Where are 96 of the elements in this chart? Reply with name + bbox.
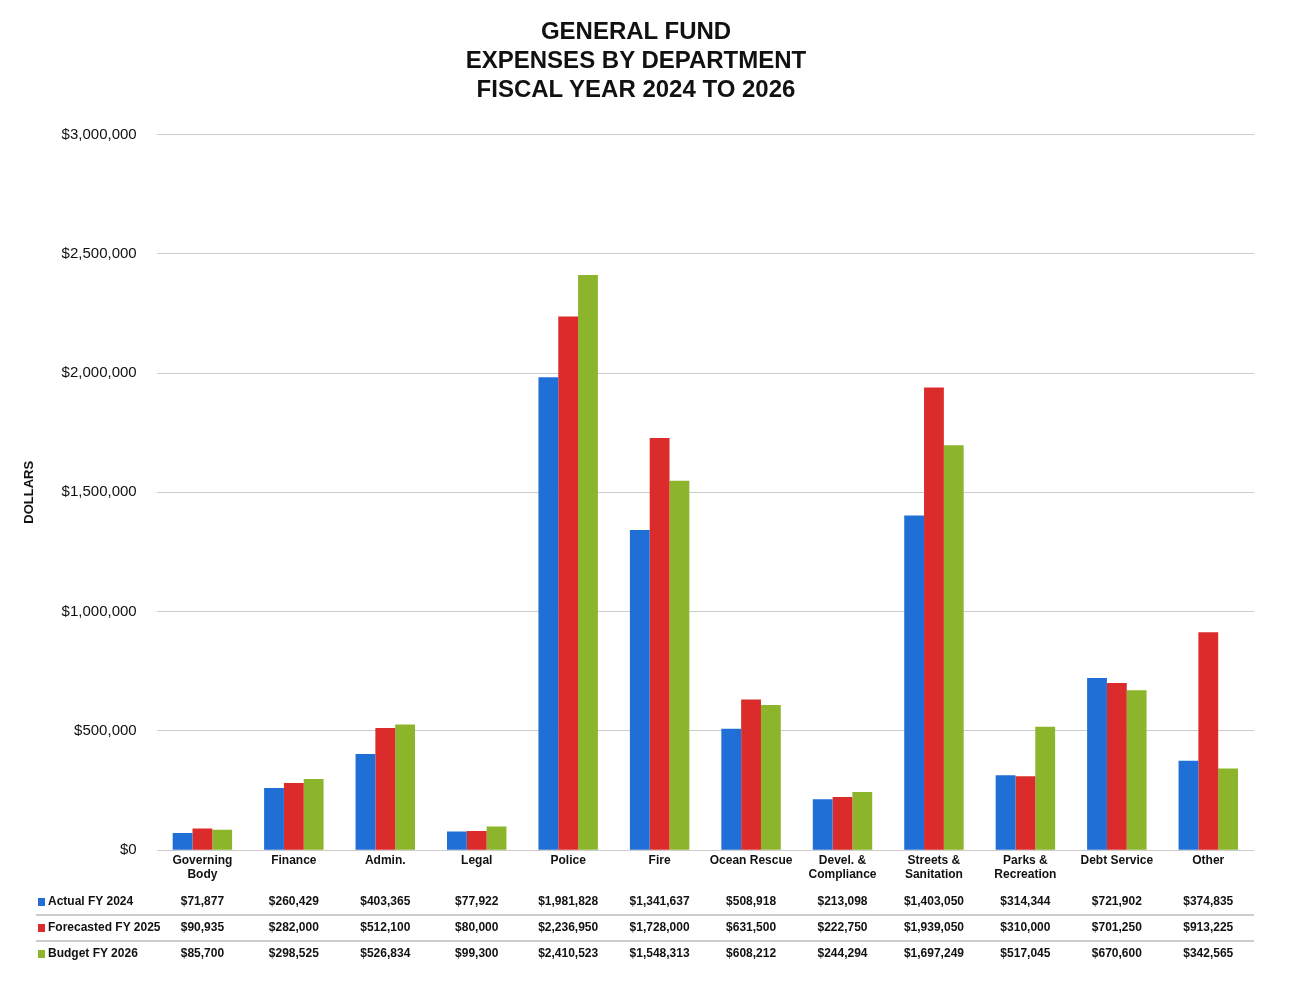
bar [447,831,467,850]
data-label: $282,000 [268,920,320,935]
y-tick-label: $0 [119,840,137,858]
y-tick-label: $2,000,000 [61,363,137,381]
data-label: $526,834 [360,946,411,961]
bar [832,797,853,850]
x-tick-label: Finance [271,852,317,867]
bar [669,480,690,850]
data-label: $298,525 [268,946,320,961]
bar [741,699,761,850]
bar [486,826,507,850]
bar [1178,760,1199,850]
bar [1015,776,1036,850]
bar [283,782,304,850]
bar [943,445,964,850]
bar [1087,677,1107,850]
data-label: $608,212 [726,946,777,961]
chart-title: GENERAL FUND EXPENSES BY DEPARTMENT FISCAL YEAR 2024 TO 2026 [465,17,807,102]
data-label: $1,728,000 [629,920,690,935]
data-label: $80,000 [455,920,499,935]
x-tick-label: Admin. [364,852,406,867]
bar [924,387,944,850]
x-tick-label: Legal [461,852,493,867]
data-label: $517,045 [1000,946,1051,961]
x-tick-label: Debt Service [1080,852,1154,867]
y-axis-title: DOLLARS [21,460,37,524]
x-tick-label: Ocean Rescue [709,852,793,867]
data-label: $701,250 [1091,920,1143,935]
bar [375,728,396,850]
bar [1126,690,1147,850]
data-label: $1,939,050 [903,920,965,935]
data-label: $631,500 [726,920,777,935]
data-label: $85,700 [180,946,225,961]
x-tick-label: Other [1192,852,1225,867]
data-label: $99,300 [455,946,499,961]
data-label: $1,341,637 [629,894,690,909]
data-label: $2,236,950 [538,920,599,935]
x-tick-label: Police [550,852,587,867]
bar [303,778,324,850]
bar [812,799,833,850]
data-label: $213,098 [817,894,868,909]
data-label: $314,344 [1000,894,1051,909]
bar [395,724,415,850]
bar [1198,632,1219,850]
bar [578,275,598,850]
bar [649,437,670,850]
data-label: $403,365 [360,894,411,909]
y-tick-label: $500,000 [74,721,137,739]
bar [558,316,579,850]
y-tick-label: $1,500,000 [61,482,137,500]
data-label: $1,403,050 [903,894,965,909]
bar [1106,682,1127,850]
x-tick-label: Streets & Sanitation [904,852,963,882]
data-label: $508,918 [726,894,777,909]
data-label: $2,410,523 [538,946,599,961]
x-tick-label: Parks & Recreation [994,852,1057,882]
bar [721,728,742,850]
y-tick-label: $1,000,000 [61,601,137,619]
data-label: $374,835 [1183,894,1234,909]
x-tick-label: Fire [648,852,671,867]
data-label: $71,877 [180,894,225,909]
data-label: $1,548,313 [629,946,690,961]
bar [904,515,925,850]
data-label: $913,225 [1183,920,1234,935]
bar [995,775,1016,850]
bar [852,791,873,850]
data-label: $670,600 [1091,946,1143,961]
bar [355,753,376,850]
data-label: $1,697,249 [903,946,965,961]
bar [212,829,233,850]
data-label: $77,922 [455,894,499,909]
data-label: $244,294 [817,946,868,961]
legend-label: Forecasted FY 2025 [48,920,161,935]
data-label: $260,429 [268,894,320,909]
data-label: $1,981,828 [538,894,599,909]
bar [172,833,193,850]
x-tick-label: Devel. & Compliance [808,852,877,882]
bar [760,705,781,850]
data-label: $342,565 [1183,946,1234,961]
bar [1218,768,1238,850]
data-label: $512,100 [360,920,411,935]
bar [466,831,487,850]
legend-label: Actual FY 2024 [48,894,134,909]
legend-label: Budget FY 2026 [48,946,139,961]
bar [629,530,650,850]
x-tick-label: Governing Body [172,852,233,882]
y-tick-label: $2,500,000 [61,243,137,261]
bar [538,377,559,850]
data-label: $90,935 [180,920,225,935]
bar [264,788,284,850]
y-tick-label: $3,000,000 [61,124,137,142]
bar [1035,726,1056,850]
data-label: $310,000 [1000,920,1051,935]
data-label: $721,902 [1091,894,1143,909]
data-label: $222,750 [817,920,868,935]
bar [192,828,213,850]
